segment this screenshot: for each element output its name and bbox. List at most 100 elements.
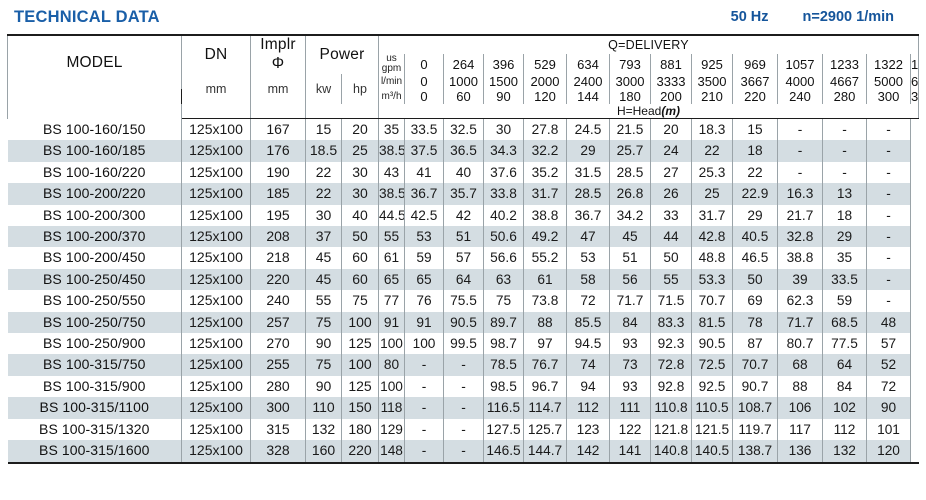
table-row: BS 100-315/750 125x100 255 75 100 80- -78.5 76.… <box>7 354 919 376</box>
cell-head-3: 33.8 <box>483 183 524 205</box>
flow-m3h-2: 90 <box>483 89 524 104</box>
cell-head-1: - <box>404 375 444 398</box>
table-row: BS 100-315/1100 125x100 300 110 150 118- -116.… <box>7 397 919 419</box>
cell-head-8: 25.3 <box>691 161 733 184</box>
table-row: BS 100-315/1320 125x100 315 132 180 129- -127.… <box>7 418 919 441</box>
cell-head-4: 114.7 <box>523 397 567 419</box>
cell-head-5: 123 <box>566 418 610 441</box>
cell-model: BS 100-160/185 <box>7 140 182 162</box>
cell-head-12: - <box>866 183 911 205</box>
cell-dn: 125x100 <box>181 226 251 248</box>
col-power-hp-unit: hp <box>341 74 379 104</box>
cell-head-12: - <box>866 204 911 227</box>
cell-dn: 125x100 <box>181 418 251 441</box>
cell-head-5: 28.5 <box>566 183 610 205</box>
cell-head-0: 61 <box>378 247 405 269</box>
col-impeller-header: Implr <box>250 34 306 54</box>
flow-gpm-6: 881 <box>650 54 692 74</box>
flow-m3h-4: 144 <box>566 89 610 104</box>
cell-impeller: 315 <box>250 418 306 441</box>
cell-dn: 125x100 <box>181 333 251 355</box>
cell-head-4: 27.8 <box>523 118 567 141</box>
cell-head-11: 64 <box>822 354 867 376</box>
col-model-header: MODEL <box>7 34 182 89</box>
unit-usgpm-line2: gpm <box>381 63 402 74</box>
cell-impeller: 208 <box>250 226 306 248</box>
cell-head-7: 44 <box>650 226 692 248</box>
cell-head-12: 52 <box>866 354 911 376</box>
cell-head-7: 92.8 <box>650 375 692 398</box>
flow-lmin-3: 2000 <box>523 74 567 89</box>
flow-gpm-4: 634 <box>566 54 610 74</box>
header-row-4: m³/h 0 60 90 120 144 180 200 210 220 240… <box>7 89 919 119</box>
cell-power-kw: 75 <box>305 354 342 376</box>
cell-head-11: 102 <box>822 397 867 419</box>
cell-head-9: 46.5 <box>732 247 778 269</box>
table-row: BS 100-160/150 125x100 167 15 20 35 33.5 32.5 30… <box>7 118 919 141</box>
cell-head-4: 76.7 <box>523 354 567 376</box>
col-dn-unit: mm <box>181 74 251 104</box>
cell-head-9: 69 <box>732 290 778 312</box>
table-row: BS 100-250/550 125x100 240 55 75 77 76 75.5 75 73… <box>7 290 919 312</box>
h-head-header: H=Head(m) <box>378 104 919 119</box>
flow-lmin-5: 3000 <box>609 74 651 89</box>
cell-head-5: 31.5 <box>566 161 610 184</box>
cell-head-7: 50 <box>650 247 692 269</box>
cell-power-hp: 125 <box>341 375 379 398</box>
cell-head-3: 56.6 <box>483 247 524 269</box>
flow-m3h-0: 0 <box>404 89 444 104</box>
cell-power-hp: 150 <box>341 397 379 419</box>
cell-power-kw: 15 <box>305 118 342 141</box>
cell-head-9: 138.7 <box>732 440 778 464</box>
cell-head-6: 34.2 <box>609 204 651 227</box>
cell-head-3: 75 <box>483 290 524 312</box>
cell-head-9: 15 <box>732 118 778 141</box>
cell-head-9: 22.9 <box>732 183 778 205</box>
cell-head-0: 148 <box>378 440 405 464</box>
cell-impeller: 167 <box>250 118 306 141</box>
cell-head-4: 38.8 <box>523 204 567 227</box>
cell-impeller: 328 <box>250 440 306 464</box>
cell-dn: 125x100 <box>181 290 251 312</box>
cell-head-1: - <box>404 440 444 464</box>
cell-head-2: 40 <box>443 161 484 184</box>
cell-head-10: 80.7 <box>777 333 823 355</box>
cell-head-1: 41 <box>404 161 444 184</box>
cell-head-8: 42.8 <box>691 226 733 248</box>
cell-head-10: 32.8 <box>777 226 823 248</box>
cell-impeller: 255 <box>250 354 306 376</box>
cell-head-1: 59 <box>404 247 444 269</box>
cell-head-5: 94.5 <box>566 333 610 355</box>
cell-head-2: - <box>443 440 484 464</box>
cell-head-0: 44.5 <box>378 204 405 227</box>
unit-usgpm-label: us gpm <box>378 54 405 74</box>
cell-dn: 125x100 <box>181 397 251 419</box>
cell-head-3: 34.3 <box>483 140 524 162</box>
cell-head-8: 48.8 <box>691 247 733 269</box>
cell-head-11: - <box>822 118 867 141</box>
cell-head-12: - <box>866 226 911 248</box>
cell-model: BS 100-315/900 <box>7 375 182 398</box>
cell-power-kw: 90 <box>305 333 342 355</box>
cell-power-kw: 110 <box>305 397 342 419</box>
table-row: BS 100-160/185 125x100 176 18.5 25 38.5 37.5 36… <box>7 140 919 162</box>
cell-model: BS 100-200/370 <box>7 226 182 248</box>
cell-head-10: 21.7 <box>777 204 823 227</box>
cell-head-11: 112 <box>822 418 867 441</box>
cell-head-12: - <box>866 247 911 269</box>
cell-head-12: - <box>866 290 911 312</box>
cell-head-12: 90 <box>866 397 911 419</box>
cell-head-11: 68.5 <box>822 311 867 334</box>
cell-head-10: 68 <box>777 354 823 376</box>
cell-head-6: 141 <box>609 440 651 464</box>
cell-power-kw: 45 <box>305 268 342 291</box>
cell-head-11: - <box>822 161 867 184</box>
speed-label: n=2900 1/min <box>802 9 894 25</box>
flow-m3h-11: 300 <box>866 89 911 104</box>
cell-head-5: 24.5 <box>566 118 610 141</box>
cell-head-8: 72.5 <box>691 354 733 376</box>
cell-dn: 125x100 <box>181 440 251 464</box>
cell-head-6: 51 <box>609 247 651 269</box>
cell-head-0: 55 <box>378 226 405 248</box>
cell-model: BS 100-315/1100 <box>7 397 182 419</box>
